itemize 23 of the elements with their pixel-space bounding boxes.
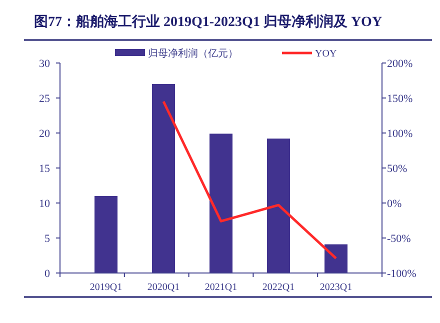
y2-tick-label: 200%	[387, 58, 413, 70]
y2-tick-label: -100%	[387, 268, 416, 280]
legend-label: 归母净利润（亿元）	[148, 48, 238, 60]
y2-tick-label: 150%	[387, 92, 413, 105]
chart-title: 图77：船舶海工行业 2019Q1-2023Q1 归母净利润及 YOY	[34, 13, 382, 30]
x-tick-label: 2019Q1	[90, 282, 122, 293]
line-series	[162, 100, 338, 260]
x-tick-label: 2020Q1	[147, 282, 180, 293]
y-tick-label: 10	[39, 198, 50, 210]
x-tick-label: 2021Q1	[204, 282, 238, 293]
y-tick-label: 25	[39, 92, 50, 105]
y2-tick-label: -50%	[387, 232, 411, 245]
legend-label: YOY	[315, 48, 337, 60]
y-tick-label: 15	[39, 162, 50, 175]
y-tick-label: 30	[39, 58, 50, 70]
x-tick-label: 2022Q1	[262, 282, 295, 293]
y2-tick-label: 50%	[387, 162, 408, 175]
y-tick-label: 0	[44, 268, 50, 280]
y2-tick-label: 100%	[387, 128, 413, 140]
y-tick-label: 5	[44, 232, 50, 245]
x-tick-label: 2023Q1	[320, 282, 352, 293]
y-tick-label: 20	[39, 128, 50, 140]
y2-tick-label: 0%	[387, 198, 402, 210]
